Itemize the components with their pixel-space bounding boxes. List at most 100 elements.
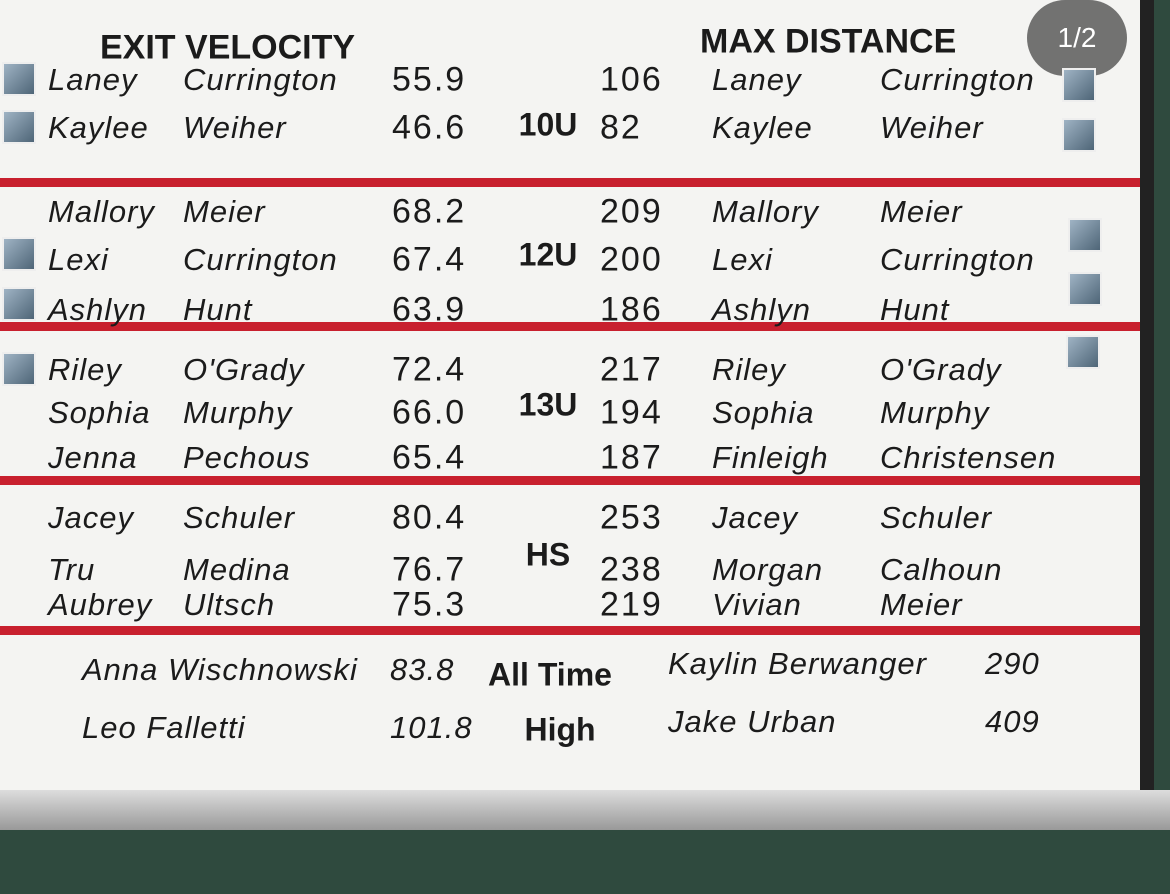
exit-velocity: 75.3 xyxy=(392,585,467,624)
record-holder: Jake Urban xyxy=(668,704,837,739)
max-distance: 217 xyxy=(600,350,663,389)
magnet xyxy=(2,110,36,144)
player-first-name: Ashlyn xyxy=(48,292,148,327)
magnet xyxy=(2,237,36,271)
record-holder: Anna Wischnowski xyxy=(82,652,358,687)
player-first-name: Ashlyn xyxy=(712,292,812,327)
player-last-name: Hunt xyxy=(880,292,950,327)
player-first-name: Sophia xyxy=(712,395,815,430)
player-last-name: Weiher xyxy=(183,110,287,145)
divider xyxy=(0,322,1140,331)
player-last-name: Ultsch xyxy=(183,587,276,622)
player-last-name: O'Grady xyxy=(183,352,305,387)
player-last-name: Murphy xyxy=(183,395,293,430)
exit-velocity: 65.4 xyxy=(392,438,467,477)
player-last-name: Currington xyxy=(880,62,1035,97)
record-holder: Leo Falletti xyxy=(82,710,246,745)
player-last-name: O'Grady xyxy=(880,352,1002,387)
record-exit-velocity: 83.8 xyxy=(390,652,455,687)
player-last-name: Meier xyxy=(183,194,266,229)
magnet xyxy=(1068,218,1102,252)
player-last-name: Murphy xyxy=(880,395,990,430)
max-distance: 186 xyxy=(600,290,663,329)
exit-velocity: 66.0 xyxy=(392,393,467,432)
exit-velocity: 80.4 xyxy=(392,498,467,537)
player-last-name: Meier xyxy=(880,194,963,229)
exit-velocity: 55.9 xyxy=(392,60,467,99)
exit-velocity: 63.9 xyxy=(392,290,467,329)
player-last-name: Currington xyxy=(183,242,338,277)
player-first-name: Kaylee xyxy=(712,110,813,145)
player-first-name: Sophia xyxy=(48,395,151,430)
player-last-name: Schuler xyxy=(183,500,296,535)
player-first-name: Lexi xyxy=(48,242,109,277)
max-distance: 82 xyxy=(600,108,642,147)
player-first-name: Jacey xyxy=(48,500,134,535)
player-last-name: Schuler xyxy=(880,500,993,535)
player-last-name: Medina xyxy=(183,552,291,587)
record-exit-velocity: 101.8 xyxy=(390,710,473,745)
exit-velocity: 46.6 xyxy=(392,108,467,147)
player-last-name: Weiher xyxy=(880,110,984,145)
player-first-name: Laney xyxy=(712,62,802,97)
player-last-name: Hunt xyxy=(183,292,253,327)
player-last-name: Currington xyxy=(183,62,338,97)
player-first-name: Jenna xyxy=(48,440,138,475)
record-max-distance: 409 xyxy=(985,704,1040,739)
player-first-name: Jacey xyxy=(712,500,798,535)
max-distance: 106 xyxy=(600,60,663,99)
player-first-name: Riley xyxy=(712,352,786,387)
magnet xyxy=(2,62,36,96)
all-time-label: High xyxy=(524,711,596,748)
player-first-name: Finleigh xyxy=(712,440,829,475)
player-first-name: Tru xyxy=(48,552,96,587)
divider xyxy=(0,178,1140,187)
right-title: MAX DISTANCE xyxy=(700,22,957,61)
max-distance: 253 xyxy=(600,498,663,537)
player-last-name: Pechous xyxy=(183,440,311,475)
record-holder: Kaylin Berwanger xyxy=(668,646,927,681)
whiteboard xyxy=(0,0,1154,790)
magnet xyxy=(2,287,36,321)
magnet xyxy=(1066,335,1100,369)
player-first-name: Kaylee xyxy=(48,110,149,145)
division-label: HS xyxy=(525,536,571,573)
exit-velocity: 67.4 xyxy=(392,240,467,279)
player-first-name: Mallory xyxy=(48,194,155,229)
player-last-name: Calhoun xyxy=(880,552,1003,587)
marker-tray xyxy=(0,790,1170,830)
player-first-name: Vivian xyxy=(712,587,802,622)
magnet xyxy=(1068,272,1102,306)
division-label: 10U xyxy=(518,106,578,143)
division-label: 12U xyxy=(518,236,578,273)
max-distance: 200 xyxy=(600,240,663,279)
max-distance: 238 xyxy=(600,550,663,589)
max-distance: 194 xyxy=(600,393,663,432)
all-time-label: All Time xyxy=(488,656,612,693)
divider xyxy=(0,626,1140,635)
division-label: 13U xyxy=(518,386,578,423)
player-first-name: Mallory xyxy=(712,194,819,229)
player-last-name: Meier xyxy=(880,587,963,622)
max-distance: 209 xyxy=(600,192,663,231)
left-title: EXIT VELOCITY xyxy=(100,28,356,67)
magnet xyxy=(1062,68,1096,102)
exit-velocity: 76.7 xyxy=(392,550,467,589)
exit-velocity: 68.2 xyxy=(392,192,467,231)
player-first-name: Laney xyxy=(48,62,138,97)
player-first-name: Riley xyxy=(48,352,122,387)
player-first-name: Lexi xyxy=(712,242,773,277)
max-distance: 187 xyxy=(600,438,663,477)
magnet xyxy=(1062,118,1096,152)
exit-velocity: 72.4 xyxy=(392,350,467,389)
magnet xyxy=(2,352,36,386)
page-badge[interactable]: 1/2 xyxy=(1027,0,1127,76)
player-first-name: Morgan xyxy=(712,552,824,587)
player-last-name: Christensen xyxy=(880,440,1057,475)
record-max-distance: 290 xyxy=(985,646,1040,681)
divider xyxy=(0,476,1140,485)
player-last-name: Currington xyxy=(880,242,1035,277)
player-first-name: Aubrey xyxy=(48,587,153,622)
max-distance: 219 xyxy=(600,585,663,624)
